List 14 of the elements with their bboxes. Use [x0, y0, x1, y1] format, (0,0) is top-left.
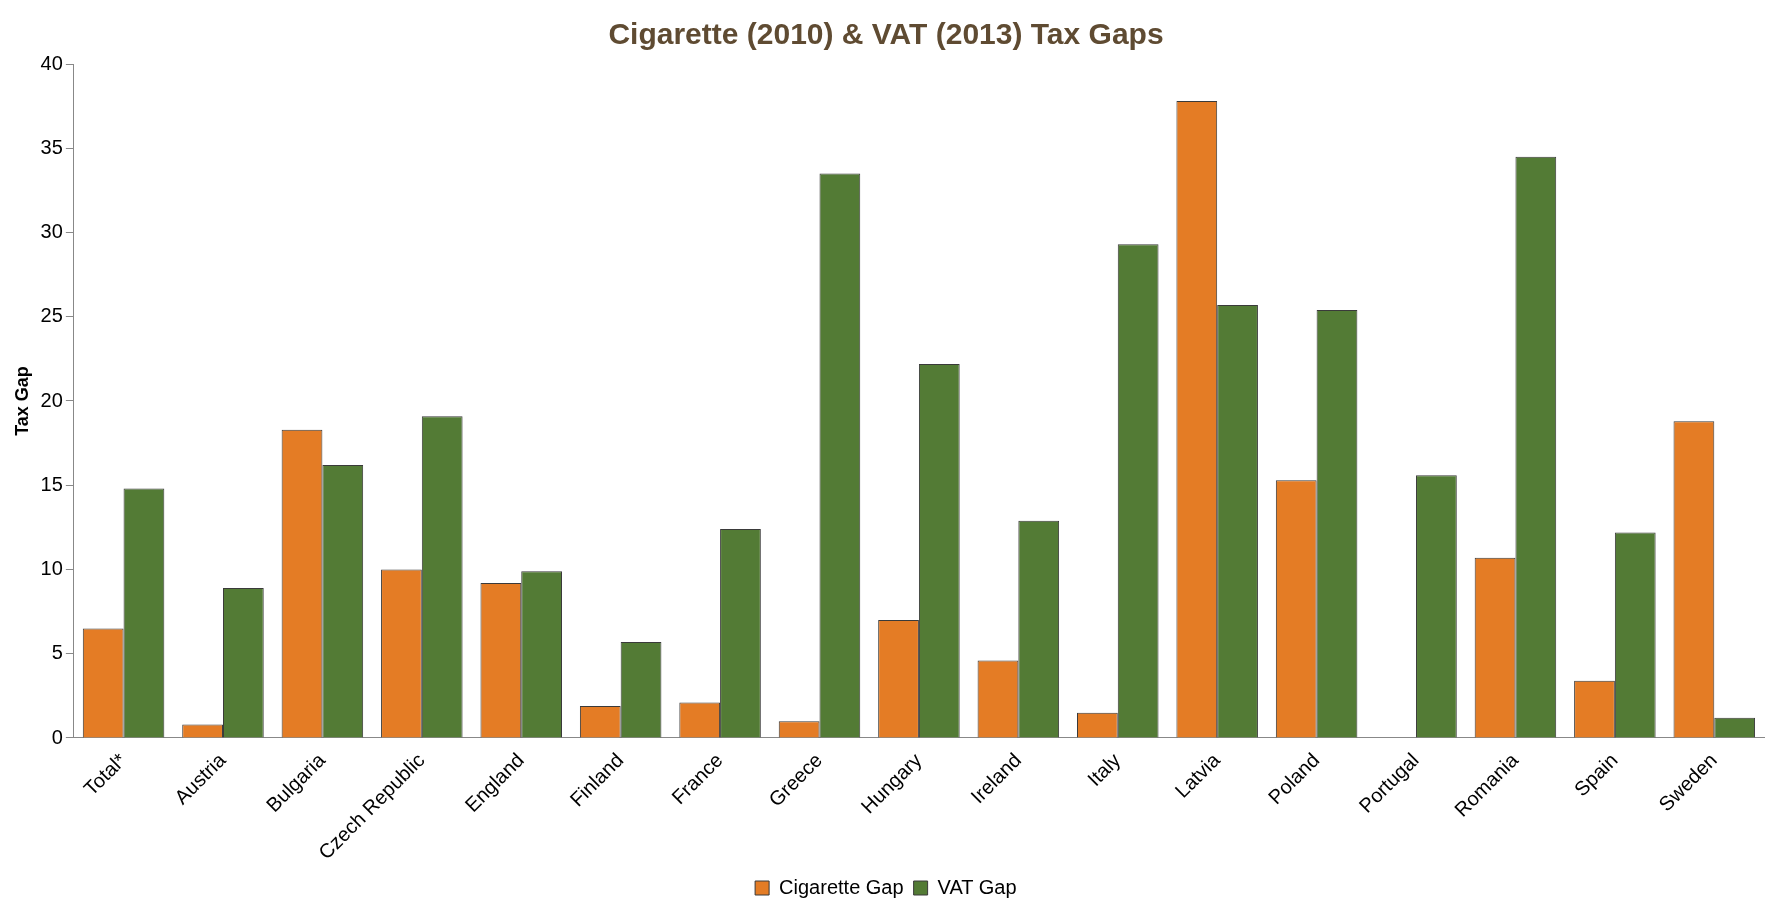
- y-tick-label: 5: [51, 641, 63, 664]
- y-tick-label: 15: [40, 472, 63, 495]
- y-tick-label: 20: [40, 388, 63, 411]
- y-tick-label: 10: [40, 557, 63, 580]
- y-tick-label: 25: [40, 304, 63, 327]
- y-tick-label: 35: [40, 135, 63, 158]
- y-tick-label: 30: [40, 220, 63, 243]
- y-axis-title: Tax Gap: [11, 366, 32, 436]
- x-tick-label: Italy: [1082, 748, 1125, 791]
- y-tick-label: 0: [51, 725, 63, 748]
- legend-label: Cigarette Gap: [779, 875, 904, 898]
- chart-title: Cigarette (2010) & VAT (2013) Tax Gaps: [608, 17, 1164, 51]
- legend-label: VAT Gap: [937, 875, 1017, 898]
- y-tick-label: 40: [40, 51, 63, 74]
